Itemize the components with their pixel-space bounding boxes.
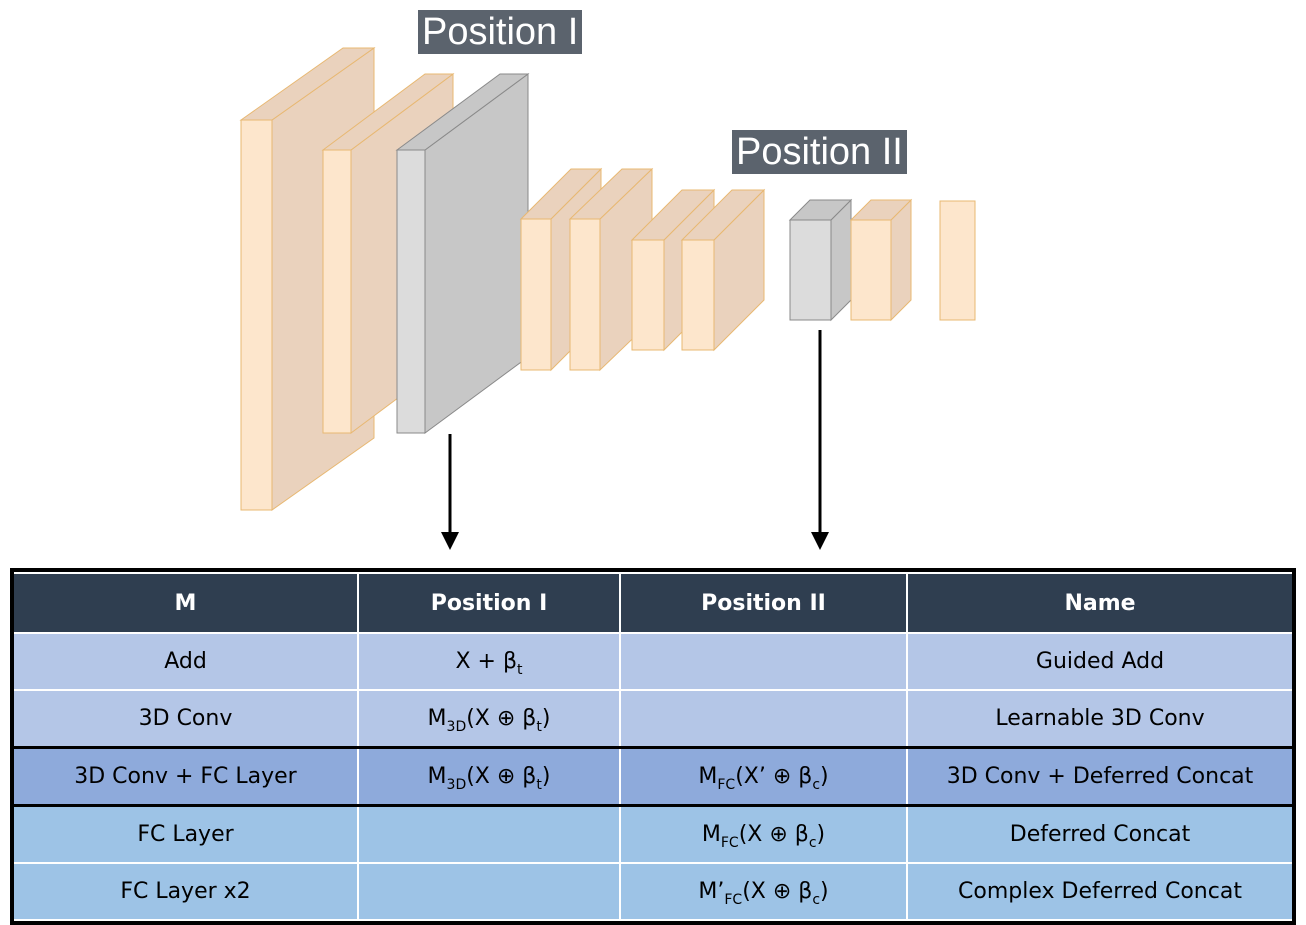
cell-m: FC Layer x2 [14,862,359,921]
layer-front-face [569,218,601,371]
cell-position-2: MFC(X’ ⊕ βc) [619,746,908,807]
gray-layer-block [395,73,530,434]
cell-m: Add [14,632,359,691]
position-1-label: Position I [418,10,583,54]
table-row: 3D Conv M3D(X ⊕ βt) Learnable 3D Conv [14,689,1292,749]
arrowhead-position-2 [811,532,829,550]
table-row: FC Layer x2 M’FC(X ⊕ βc) Complex Deferred … [14,862,1292,921]
cell-position-2 [619,632,908,691]
header-m: M [14,572,359,634]
layer-front-face [322,149,352,434]
cell-name: Guided Add [906,632,1292,691]
layer-block [849,198,913,322]
table-row: Add X + βt Guided Add [14,632,1292,691]
table-row: FC Layer MFC(X ⊕ βc) Deferred Concat [14,804,1292,864]
cell-position-2: M’FC(X ⊕ βc) [619,862,908,921]
cell-position-2 [619,689,908,749]
cell-name: Complex Deferred Concat [906,862,1292,921]
cell-position-1: M3D(X ⊕ βt) [357,689,621,749]
layer-block [939,200,976,321]
cell-name: Learnable 3D Conv [906,689,1292,749]
cell-name: Deferred Concat [906,804,1292,864]
arrowhead-position-1 [441,532,459,550]
layer-block [680,188,766,352]
cell-position-2: MFC(X ⊕ βc) [619,804,908,864]
layer-front-face [939,200,976,321]
header-position-2: Position II [619,572,908,634]
cell-m: 3D Conv + FC Layer [14,746,359,807]
fusion-table: M Position I Position II Name Add X + βt G… [10,568,1296,925]
header-name: Name [906,572,1292,634]
layer-front-face [631,239,665,351]
network-diagram [239,47,976,550]
gray-layer-block [788,198,853,322]
cell-m: 3D Conv [14,689,359,749]
layer-side-face [830,198,852,322]
layer-front-face [520,218,552,371]
cell-position-1 [357,804,621,864]
header-position-1: Position I [357,572,621,634]
cell-m: FC Layer [14,804,359,864]
layer-front-face [240,119,273,511]
layer-front-face [396,149,426,434]
cell-name: 3D Conv + Deferred Concat [906,746,1292,807]
table-row: 3D Conv + FC Layer M3D(X ⊕ βt) MFC(X’ ⊕ βc… [14,746,1292,807]
cell-position-1 [357,862,621,921]
layer-front-face [789,219,832,321]
layer-front-face [681,239,715,351]
cell-position-1: X + βt [357,632,621,691]
layer-side-face [890,198,912,322]
position-2-label: Position II [732,130,907,174]
table-header-row: M Position I Position II Name [14,572,1292,634]
cell-position-1: M3D(X ⊕ βt) [357,746,621,807]
layer-front-face [850,219,892,321]
